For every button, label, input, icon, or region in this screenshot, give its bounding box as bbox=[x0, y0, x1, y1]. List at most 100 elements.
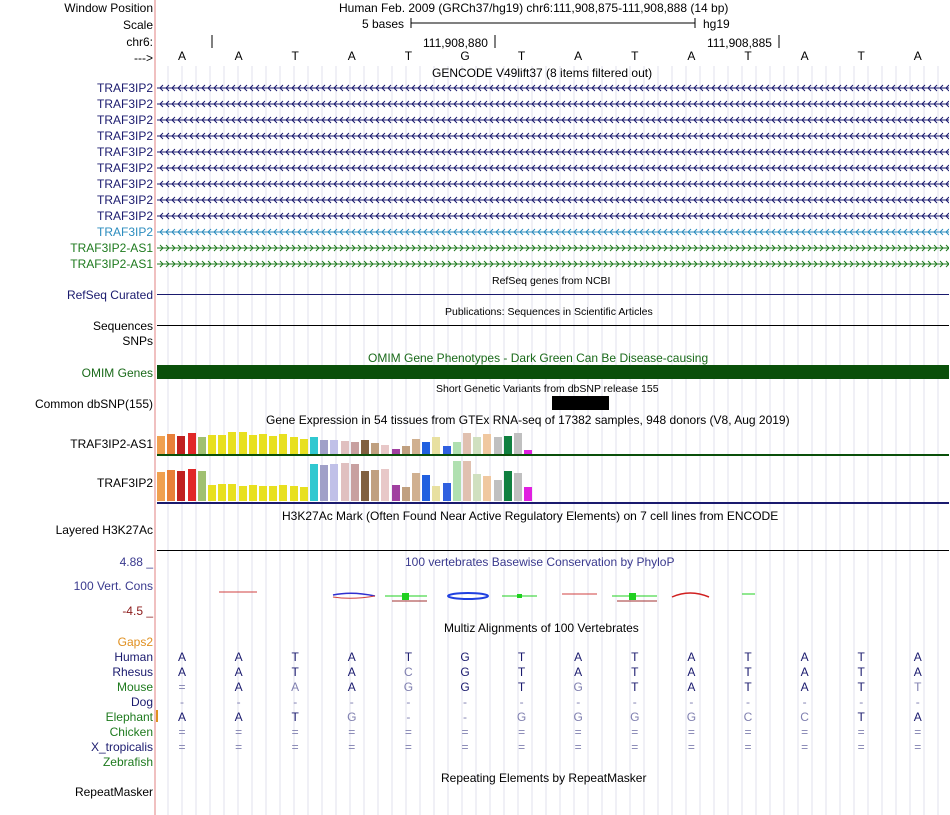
sequences-label[interactable]: Sequences bbox=[92, 319, 153, 333]
dbsnp-label[interactable]: Common dbSNP(155) bbox=[34, 397, 153, 411]
gencode-gene-line[interactable] bbox=[157, 211, 949, 221]
gtex-bar-a-23[interactable] bbox=[391, 449, 400, 454]
gtex-bar-b-20[interactable] bbox=[361, 471, 369, 501]
gencode-gene-label[interactable]: TRAF3IP2-AS1 bbox=[70, 257, 153, 271]
multiz-species-label[interactable]: X_tropicalis bbox=[90, 740, 153, 754]
gencode-gene-line[interactable] bbox=[157, 83, 949, 93]
gencode-gene-line[interactable] bbox=[157, 259, 949, 269]
phylop-label[interactable]: 100 Vert. Cons bbox=[73, 579, 153, 593]
gtex-bar-b-10[interactable] bbox=[259, 486, 267, 501]
gtex-bar-b-6[interactable] bbox=[218, 484, 227, 501]
gtex-bar-a-0[interactable] bbox=[157, 436, 165, 454]
gtex-bar-b-31[interactable] bbox=[473, 474, 482, 501]
gtex-bar-a-29[interactable] bbox=[452, 442, 461, 454]
multiz-species-label[interactable]: Dog bbox=[130, 695, 153, 709]
gencode-gene-label[interactable]: TRAF3IP2 bbox=[96, 209, 153, 223]
multiz-species-label[interactable]: Mouse bbox=[116, 680, 153, 694]
h3k27ac-label[interactable]: Layered H3K27Ac bbox=[55, 523, 153, 537]
gtex-bar-b-4[interactable] bbox=[197, 471, 206, 501]
gtex-bar-b-22[interactable] bbox=[381, 469, 390, 501]
gencode-gene-line[interactable] bbox=[157, 147, 949, 157]
gtex-bar-a-16[interactable] bbox=[320, 440, 329, 454]
multiz-species-label[interactable]: Rhesus bbox=[112, 665, 153, 679]
gencode-gene-line[interactable] bbox=[157, 179, 949, 189]
gtex-bar-a-27[interactable] bbox=[432, 437, 441, 454]
gtex-bar-b-33[interactable] bbox=[493, 480, 502, 501]
gtex-bar-b-16[interactable] bbox=[320, 465, 329, 501]
gtex-bar-b-8[interactable] bbox=[238, 486, 247, 501]
omim-bar[interactable] bbox=[157, 365, 949, 379]
gtex-bar-b-5[interactable] bbox=[208, 485, 216, 501]
gencode-gene-line[interactable] bbox=[157, 131, 949, 141]
gtex-bar-b-32[interactable] bbox=[483, 476, 492, 501]
gtex-bar-a-17[interactable] bbox=[330, 440, 339, 454]
gencode-gene-label[interactable]: TRAF3IP2 bbox=[96, 193, 153, 207]
gtex-bar-b-15[interactable] bbox=[310, 464, 318, 501]
gtex-bar-b-0[interactable] bbox=[157, 472, 165, 501]
gtex-bar-a-8[interactable] bbox=[238, 432, 247, 454]
gtex-bar-b-23[interactable] bbox=[391, 485, 400, 501]
gtex-bar-b-25[interactable] bbox=[412, 473, 420, 501]
gtex-bar-b-9[interactable] bbox=[248, 485, 257, 501]
phylop-wiggle[interactable] bbox=[157, 584, 949, 608]
gtex-bar-b-2[interactable] bbox=[177, 471, 186, 501]
dbsnp-variant[interactable] bbox=[552, 396, 609, 410]
gtex-bar-a-12[interactable] bbox=[279, 434, 288, 454]
gtex-bar-a-31[interactable] bbox=[473, 437, 482, 454]
snps-label[interactable]: SNPs bbox=[122, 334, 153, 348]
gtex-bar-a-19[interactable] bbox=[350, 442, 359, 454]
gtex-bar-a-5[interactable] bbox=[208, 435, 216, 454]
gtex-bar-b-18[interactable] bbox=[340, 463, 349, 501]
gtex-bar-a-14[interactable] bbox=[299, 439, 308, 454]
gtex-bar-a-21[interactable] bbox=[371, 443, 380, 454]
gtex-bar-a-3[interactable] bbox=[187, 433, 196, 454]
gtex-bar-b-7[interactable] bbox=[228, 484, 237, 501]
gencode-gene-label[interactable]: TRAF3IP2 bbox=[96, 81, 153, 95]
gtex-bar-a-35[interactable] bbox=[514, 433, 522, 454]
gtex-bar-b-11[interactable] bbox=[269, 486, 278, 501]
multiz-species-label[interactable]: Chicken bbox=[109, 725, 153, 739]
gtex-bar-a-20[interactable] bbox=[361, 440, 369, 454]
gtex-bar-b-21[interactable] bbox=[371, 470, 380, 501]
gencode-gene-line[interactable] bbox=[157, 227, 949, 237]
gtex-bar-b-3[interactable] bbox=[187, 469, 196, 501]
gtex-bar-a-10[interactable] bbox=[259, 434, 267, 454]
gencode-gene-line[interactable] bbox=[157, 195, 949, 205]
gencode-gene-label[interactable]: TRAF3IP2 bbox=[96, 177, 153, 191]
gtex-bar-a-30[interactable] bbox=[463, 433, 471, 454]
gtex-bar-a-11[interactable] bbox=[269, 436, 278, 454]
gtex-gene-1-label[interactable]: TRAF3IP2-AS1 bbox=[70, 437, 153, 451]
multiz-species-label[interactable]: Zebrafish bbox=[102, 755, 153, 769]
gtex-bar-a-34[interactable] bbox=[503, 436, 512, 454]
gtex-bar-b-26[interactable] bbox=[422, 475, 431, 501]
gencode-gene-label[interactable]: TRAF3IP2 bbox=[96, 145, 153, 159]
gtex-bar-b-27[interactable] bbox=[432, 486, 441, 501]
gtex-bar-a-15[interactable] bbox=[310, 437, 318, 454]
gencode-gene-line[interactable] bbox=[157, 115, 949, 125]
gtex-bar-a-9[interactable] bbox=[248, 435, 257, 454]
gtex-bar-a-22[interactable] bbox=[381, 445, 390, 454]
gtex-bar-a-36[interactable] bbox=[524, 450, 533, 454]
refseq-line[interactable] bbox=[157, 294, 949, 295]
gtex-bar-a-2[interactable] bbox=[177, 436, 186, 454]
gtex-bar-a-1[interactable] bbox=[167, 434, 176, 454]
gencode-gene-label[interactable]: TRAF3IP2 bbox=[96, 129, 153, 143]
multiz-species-label[interactable]: Elephant bbox=[105, 710, 153, 724]
gtex-bar-b-17[interactable] bbox=[330, 464, 339, 501]
gencode-gene-label[interactable]: TRAF3IP2 bbox=[96, 161, 153, 175]
gtex-bar-b-1[interactable] bbox=[167, 470, 176, 501]
publications-line[interactable] bbox=[157, 325, 949, 326]
gencode-gene-line[interactable] bbox=[157, 99, 949, 109]
gtex-bar-a-4[interactable] bbox=[197, 437, 206, 454]
gtex-bar-b-12[interactable] bbox=[279, 485, 288, 501]
gtex-bar-a-26[interactable] bbox=[422, 442, 431, 454]
gtex-bar-a-18[interactable] bbox=[340, 441, 349, 454]
multiz-species-label[interactable]: Human bbox=[114, 650, 153, 664]
gtex-gene-2-label[interactable]: TRAF3IP2 bbox=[96, 476, 153, 490]
gtex-bar-a-6[interactable] bbox=[218, 435, 227, 454]
gtex-bar-b-24[interactable] bbox=[401, 487, 410, 501]
gencode-gene-label[interactable]: TRAF3IP2 bbox=[96, 225, 153, 239]
gtex-bar-b-28[interactable] bbox=[442, 483, 451, 501]
gtex-bar-b-29[interactable] bbox=[452, 461, 461, 501]
gtex-bar-b-34[interactable] bbox=[503, 471, 512, 501]
